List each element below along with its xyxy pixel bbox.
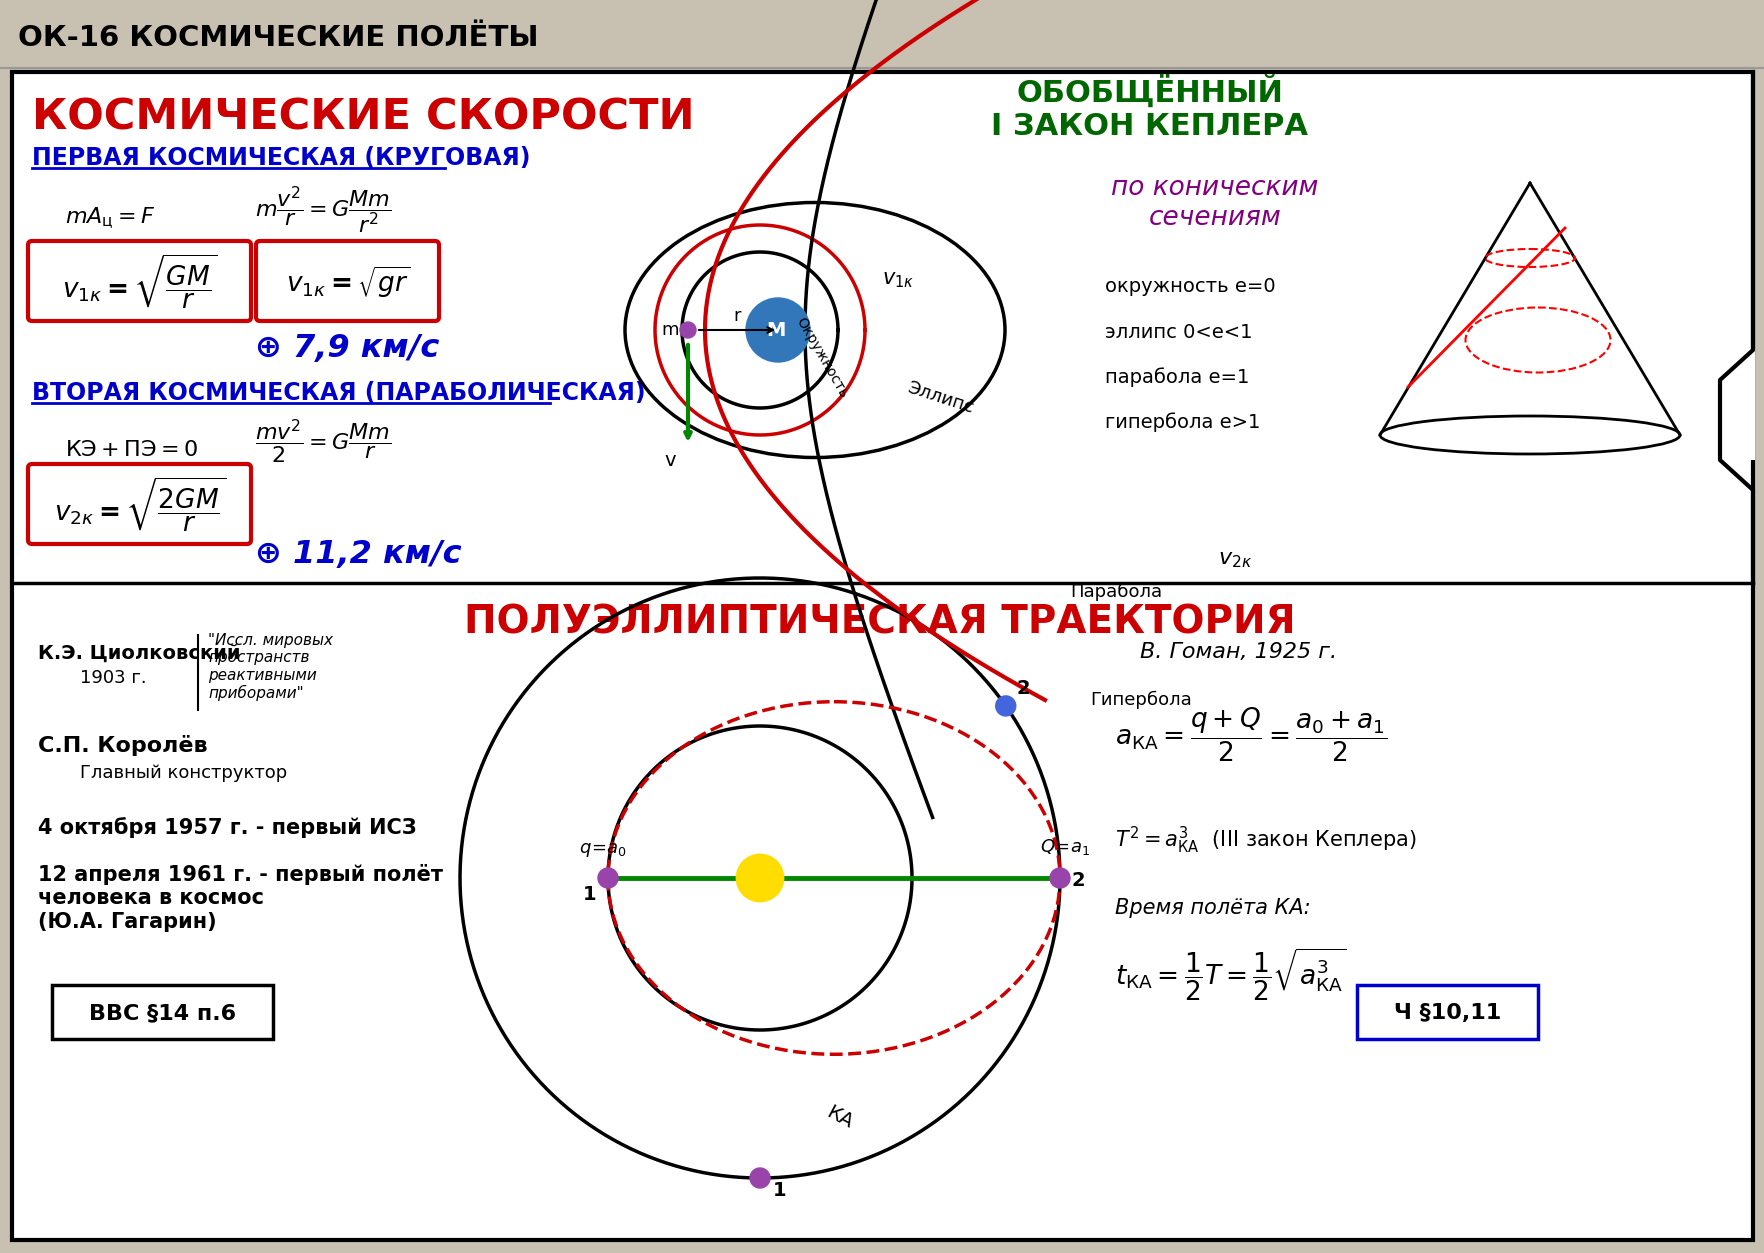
FancyBboxPatch shape — [1357, 985, 1536, 1039]
Text: "Иссл. мировых
пространств
реактивными
приборами": "Иссл. мировых пространств реактивными п… — [208, 633, 333, 702]
Text: v: v — [663, 451, 676, 470]
Text: ВВС §14 п.6: ВВС §14 п.6 — [90, 1002, 236, 1022]
FancyBboxPatch shape — [28, 464, 250, 544]
Text: $\boldsymbol{v_{1\kappa}=\sqrt{\dfrac{GM}{r}}}$: $\boldsymbol{v_{1\kappa}=\sqrt{\dfrac{GM… — [62, 252, 217, 312]
Text: 1: 1 — [773, 1182, 787, 1200]
Text: Окружность: Окружность — [792, 316, 850, 401]
Text: 4 октября 1957 г. - первый ИСЗ: 4 октября 1957 г. - первый ИСЗ — [39, 817, 416, 838]
FancyBboxPatch shape — [28, 241, 250, 321]
Text: 12 апреля 1961 г. - первый полёт
человека в космос
(Ю.А. Гагарин): 12 апреля 1961 г. - первый полёт человек… — [39, 865, 443, 932]
Text: по коническим
сечениям: по коническим сечениям — [1111, 175, 1318, 231]
Text: Парабола: Парабола — [1069, 583, 1161, 601]
Text: Эллипс: Эллипс — [903, 378, 975, 417]
Text: m: m — [662, 321, 679, 340]
Text: ⊕ 7,9 км/с: ⊕ 7,9 км/с — [254, 332, 439, 363]
Text: $a_{\mathrm{КА}}=\dfrac{q+Q}{2}=\dfrac{a_0+a_1}{2}$: $a_{\mathrm{КА}}=\dfrac{q+Q}{2}=\dfrac{a… — [1115, 705, 1387, 764]
Text: ⊕ 11,2 км/с: ⊕ 11,2 км/с — [254, 540, 462, 570]
Text: гипербола e>1: гипербола e>1 — [1104, 412, 1259, 432]
Text: КОСМИЧЕСКИЕ СКОРОСТИ: КОСМИЧЕСКИЕ СКОРОСТИ — [32, 96, 695, 139]
Circle shape — [750, 1168, 769, 1188]
Text: r: r — [732, 307, 741, 325]
Text: $q\!=\!a_0$: $q\!=\!a_0$ — [579, 841, 626, 860]
Text: $v_{1\kappa}$: $v_{1\kappa}$ — [882, 269, 914, 289]
Text: К.Э. Циолковский: К.Э. Циолковский — [39, 644, 240, 663]
Text: Гипербола: Гипербола — [1090, 690, 1191, 709]
Text: $t_{\mathrm{КА}}=\dfrac{1}{2}T=\dfrac{1}{2}\sqrt{a^3_{\mathrm{КА}}}$: $t_{\mathrm{КА}}=\dfrac{1}{2}T=\dfrac{1}… — [1115, 947, 1346, 1004]
Text: $\boldsymbol{v_{1\kappa}=\sqrt{gr}}$: $\boldsymbol{v_{1\kappa}=\sqrt{gr}}$ — [286, 264, 409, 299]
Text: КА: КА — [824, 1103, 856, 1133]
Text: ВТОРАЯ КОСМИЧЕСКАЯ (ПАРАБОЛИЧЕСКАЯ): ВТОРАЯ КОСМИЧЕСКАЯ (ПАРАБОЛИЧЕСКАЯ) — [32, 381, 646, 405]
Text: $m\dfrac{v^2}{r}=G\dfrac{Mm}{r^2}$: $m\dfrac{v^2}{r}=G\dfrac{Mm}{r^2}$ — [254, 184, 392, 236]
Circle shape — [1050, 868, 1069, 888]
Circle shape — [746, 298, 810, 362]
Text: Главный конструктор: Главный конструктор — [79, 764, 288, 782]
Circle shape — [737, 855, 783, 901]
Text: С.П. Королёв: С.П. Королёв — [39, 734, 208, 756]
Text: ПЕРВАЯ КОСМИЧЕСКАЯ (КРУГОВАЯ): ПЕРВАЯ КОСМИЧЕСКАЯ (КРУГОВАЯ) — [32, 147, 531, 170]
Circle shape — [679, 322, 695, 338]
Text: $mA_{\mathrm{ц}}=F$: $mA_{\mathrm{ц}}=F$ — [65, 205, 155, 231]
Text: 1: 1 — [582, 885, 596, 903]
Text: $Q\!=\!a_1$: $Q\!=\!a_1$ — [1039, 837, 1090, 857]
Text: парабола e=1: парабола e=1 — [1104, 367, 1249, 387]
Text: ПОЛУЭЛЛИПТИЧЕСКАЯ ТРАЕКТОРИЯ: ПОЛУЭЛЛИПТИЧЕСКАЯ ТРАЕКТОРИЯ — [464, 603, 1295, 642]
Text: $\boldsymbol{v_{2\kappa}=\sqrt{\dfrac{2GM}{r}}}$: $\boldsymbol{v_{2\kappa}=\sqrt{\dfrac{2G… — [53, 475, 226, 535]
Text: $\dfrac{mv^2}{2}=G\dfrac{Mm}{r}$: $\dfrac{mv^2}{2}=G\dfrac{Mm}{r}$ — [254, 419, 392, 466]
Text: $\mathrm{КЭ+ПЭ}=0$: $\mathrm{КЭ+ПЭ}=0$ — [65, 440, 198, 460]
Text: 2: 2 — [1071, 871, 1085, 890]
Text: ОБОБЩЁННЫЙ
I ЗАКОН КЕПЛЕРА: ОБОБЩЁННЫЙ I ЗАКОН КЕПЛЕРА — [991, 75, 1307, 142]
Text: $v_{2\kappa}$: $v_{2\kappa}$ — [1217, 550, 1251, 570]
Text: M: M — [766, 321, 785, 340]
FancyBboxPatch shape — [256, 241, 439, 321]
Text: 2: 2 — [1016, 679, 1030, 698]
Text: Ч §10,11: Ч §10,11 — [1394, 1002, 1501, 1022]
Bar — [1720, 350, 1753, 460]
Circle shape — [598, 868, 617, 888]
Text: В. Гоман, 1925 г.: В. Гоман, 1925 г. — [1140, 642, 1337, 662]
Text: $T^2=a^3_{\mathrm{КА}}$  (III закон Кеплера): $T^2=a^3_{\mathrm{КА}}$ (III закон Кепле… — [1115, 824, 1416, 856]
Text: эллипс 0<e<1: эллипс 0<e<1 — [1104, 322, 1252, 342]
Text: ОК-16 КОСМИЧЕСКИЕ ПОЛЁТЫ: ОК-16 КОСМИЧЕСКИЕ ПОЛЁТЫ — [18, 24, 538, 53]
Text: Время полёта КА:: Время полёта КА: — [1115, 898, 1311, 918]
Circle shape — [995, 695, 1014, 715]
Text: 1903 г.: 1903 г. — [79, 669, 146, 687]
Bar — [0, 0, 1764, 68]
FancyBboxPatch shape — [51, 985, 273, 1039]
Text: окружность e=0: окружность e=0 — [1104, 277, 1275, 297]
